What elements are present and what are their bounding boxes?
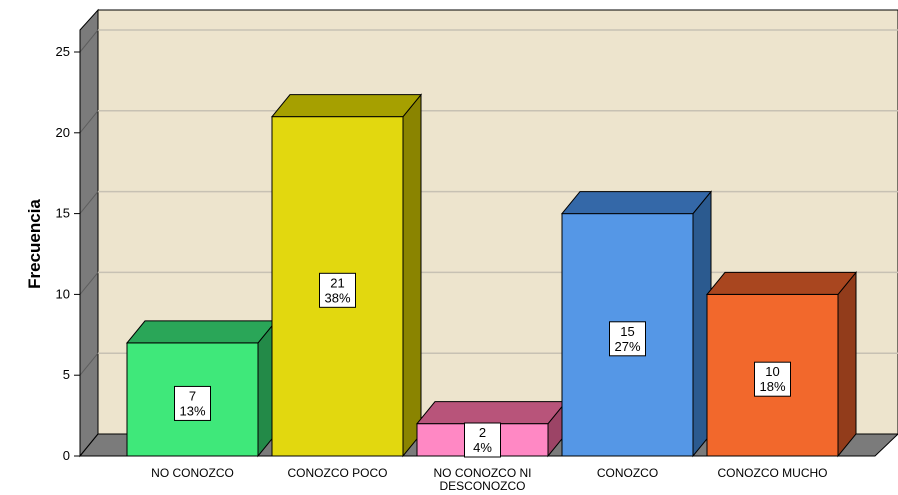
bar-1: 713% xyxy=(125,319,278,458)
data-label-box xyxy=(464,422,501,458)
x-tick-label: NO CONOZCO xyxy=(151,466,234,480)
data-label-box xyxy=(174,385,211,421)
y-tick-label: 5 xyxy=(63,367,70,382)
x-axis-labels: NO CONOZCO CONOZCO POCO NO CONOZCO NIDESCO… xyxy=(151,466,827,493)
data-label-count: 15 xyxy=(620,324,634,339)
bar-top xyxy=(125,320,278,344)
y-tick-label: 10 xyxy=(56,286,70,301)
gridline-side xyxy=(79,29,99,53)
y-tick-label: 0 xyxy=(63,448,70,463)
bar-side xyxy=(837,270,857,458)
data-label-percent: 27% xyxy=(614,339,640,354)
bar-top xyxy=(560,191,713,215)
data-label-percent: 4% xyxy=(473,440,492,455)
bar-top xyxy=(270,94,423,118)
gridline-side xyxy=(79,110,99,134)
bar-side xyxy=(402,93,422,458)
data-label-percent: 18% xyxy=(759,379,785,394)
y-tick-label: 25 xyxy=(56,44,70,59)
gridline-side xyxy=(79,191,99,214)
data-label-percent: 38% xyxy=(324,290,350,305)
x-tick-label: DESCONOZCO xyxy=(439,479,525,493)
y-tick-label: 20 xyxy=(56,125,70,140)
data-label-percent: 13% xyxy=(179,403,205,418)
gridline-side xyxy=(79,272,99,295)
bar-top xyxy=(415,401,568,425)
data-label-count: 2 xyxy=(479,425,486,440)
x-tick-label: CONOZCO POCO xyxy=(287,466,387,480)
data-label-count: 21 xyxy=(330,275,344,290)
data-label-count: 7 xyxy=(189,388,196,403)
y-tick-label: 15 xyxy=(56,206,70,221)
bar-top xyxy=(705,271,858,295)
data-label-box xyxy=(609,321,646,357)
data-label-count: 10 xyxy=(765,364,779,379)
x-tick-label: CONOZCO MUCHO xyxy=(718,466,828,480)
x-tick-label: NO CONOZCO NI xyxy=(434,466,532,480)
y-axis-label: Frecuencia xyxy=(25,199,44,289)
side-wall xyxy=(79,8,99,458)
x-tick-label: CONOZCO xyxy=(597,466,658,480)
gridline-side xyxy=(79,352,99,376)
data-label-box xyxy=(754,361,791,397)
data-label-box xyxy=(319,272,356,308)
bar-3: 24% xyxy=(415,400,568,458)
